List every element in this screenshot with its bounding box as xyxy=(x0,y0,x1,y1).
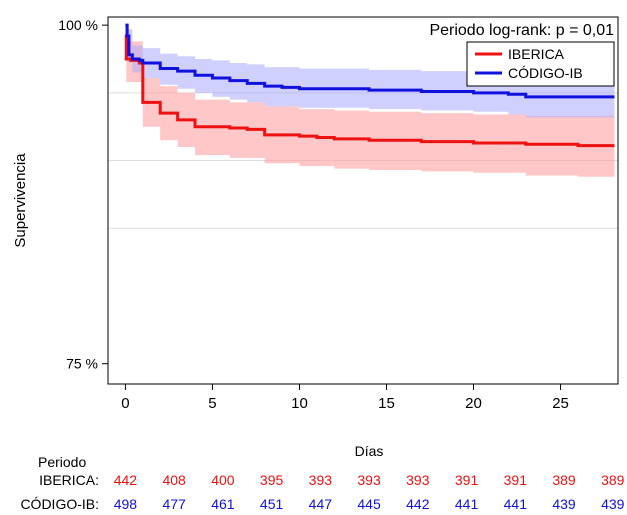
risk-count: 439 xyxy=(552,496,576,512)
legend-label: IBERICA xyxy=(508,46,565,62)
survival-line xyxy=(125,23,615,99)
risk-row-label: IBERICA: xyxy=(39,472,99,488)
survival-lines xyxy=(124,23,615,148)
risk-table-header: Periodo xyxy=(38,454,87,470)
risk-count: 439 xyxy=(601,496,625,512)
risk-table-row: CÓDIGO-IB: 498 477 461 451 447 445 442 441 441 439… xyxy=(0,496,627,514)
risk-count: 391 xyxy=(454,472,479,488)
x-tick-label: 25 xyxy=(552,395,569,412)
risk-count: 393 xyxy=(308,472,333,488)
y-tick-label: 75 % xyxy=(66,356,98,372)
risk-count: 477 xyxy=(162,496,186,512)
risk-count: 408 xyxy=(162,472,186,488)
x-tick-label: 0 xyxy=(121,395,129,412)
x-tick-label: 5 xyxy=(208,395,216,412)
risk-count: 395 xyxy=(259,472,284,488)
risk-count: 393 xyxy=(406,472,430,488)
legend-label: CÓDIGO-IB xyxy=(508,65,583,81)
legend: IBERICA CÓDIGO-IB xyxy=(466,41,615,87)
risk-count: 389 xyxy=(552,472,576,488)
survival-line xyxy=(124,33,615,148)
risk-count: 400 xyxy=(211,472,235,488)
risk-count: 498 xyxy=(113,496,138,512)
x-axis-label: Días xyxy=(355,443,384,459)
y-tick-label: 100 % xyxy=(58,17,98,33)
risk-count: 445 xyxy=(357,496,381,512)
confidence-band xyxy=(125,25,615,177)
risk-count: 389 xyxy=(601,472,625,488)
x-tick-label: 10 xyxy=(291,395,308,412)
risk-count: 451 xyxy=(259,496,284,512)
risk-count: 441 xyxy=(503,496,527,512)
y-axis-label: Supervivencia xyxy=(12,153,29,248)
risk-count: 391 xyxy=(503,472,527,488)
plot-frame xyxy=(107,16,619,385)
risk-count: 442 xyxy=(113,472,138,488)
risk-count: 447 xyxy=(308,496,333,512)
risk-row-label: CÓDIGO-IB: xyxy=(20,496,99,512)
risk-count: 441 xyxy=(454,496,479,512)
risk-count: 442 xyxy=(406,496,430,512)
risk-count: 461 xyxy=(211,496,235,512)
x-tick-label: 20 xyxy=(465,395,482,412)
risk-count: 393 xyxy=(357,472,381,488)
risk-table-row: IBERICA: 442 408 400 395 393 393 393 391 391 389 38… xyxy=(0,472,627,490)
axes: 0 5 10 15 20 25 100 % 75 % xyxy=(58,17,569,412)
legend-box xyxy=(466,41,615,87)
logrank-annotation: Periodo log-rank: p = 0,01 xyxy=(429,22,614,39)
x-tick-label: 15 xyxy=(378,395,395,412)
